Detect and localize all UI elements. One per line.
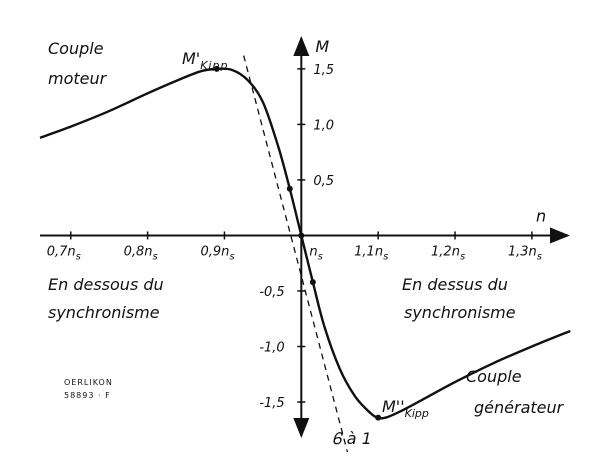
m-kipp-motor-label: M'Kipp [182,49,228,72]
x-tick-label: 0,9ns [200,244,234,262]
x-tick-label: 1,1ns [354,244,388,262]
tangent-line [243,55,349,453]
couple-moteur-line2: moteur [48,69,108,88]
torque-curve [39,67,571,420]
y-tick-label: -1,0 [259,341,284,356]
y-tick-label: 0,5 [313,174,334,189]
curve-point [298,232,305,239]
below-sync-line1: En dessous du [48,275,164,294]
tangent-label: Ꮾ à 1 [332,429,372,448]
couple-generateur-line2: générateur [474,398,565,417]
y-axis-label: M [315,37,329,56]
above-sync-line2: synchronisme [404,303,516,322]
couple-moteur-line1: Couple [48,39,104,58]
x-tick-label: 1,2ns [431,244,465,262]
curve-point [309,279,316,286]
curve-point [375,414,382,421]
below-sync-line2: synchronisme [48,303,160,322]
couple-generateur-line1: Couple [466,367,522,386]
y-tick-label: -0,5 [259,285,284,300]
curve-point [286,185,293,192]
m-kipp-generator-label: M''Kipp [382,397,429,420]
axis-ticks: 0,7ns 0,8ns 0,9ns ns 1,1ns 1,2ns 1,3ns 1,5 1,0 0,… [47,63,542,411]
curve-point [213,65,220,72]
x-tick-label: ns [309,244,322,262]
x-axis-label: n [536,206,546,225]
stamp-line2: 58893 · F [64,391,111,400]
curve-points [213,65,382,421]
x-tick-label: 1,3ns [508,244,542,262]
x-tick-label: 0,7ns [47,244,81,262]
y-tick-label: -1,5 [259,396,284,411]
stamp-line1: OERLIKON [64,378,113,387]
y-tick-label: 1,0 [313,118,334,133]
y-tick-label: 1,5 [313,63,334,78]
x-tick-label: 0,8ns [124,244,158,262]
above-sync-line1: En dessus du [402,275,508,294]
